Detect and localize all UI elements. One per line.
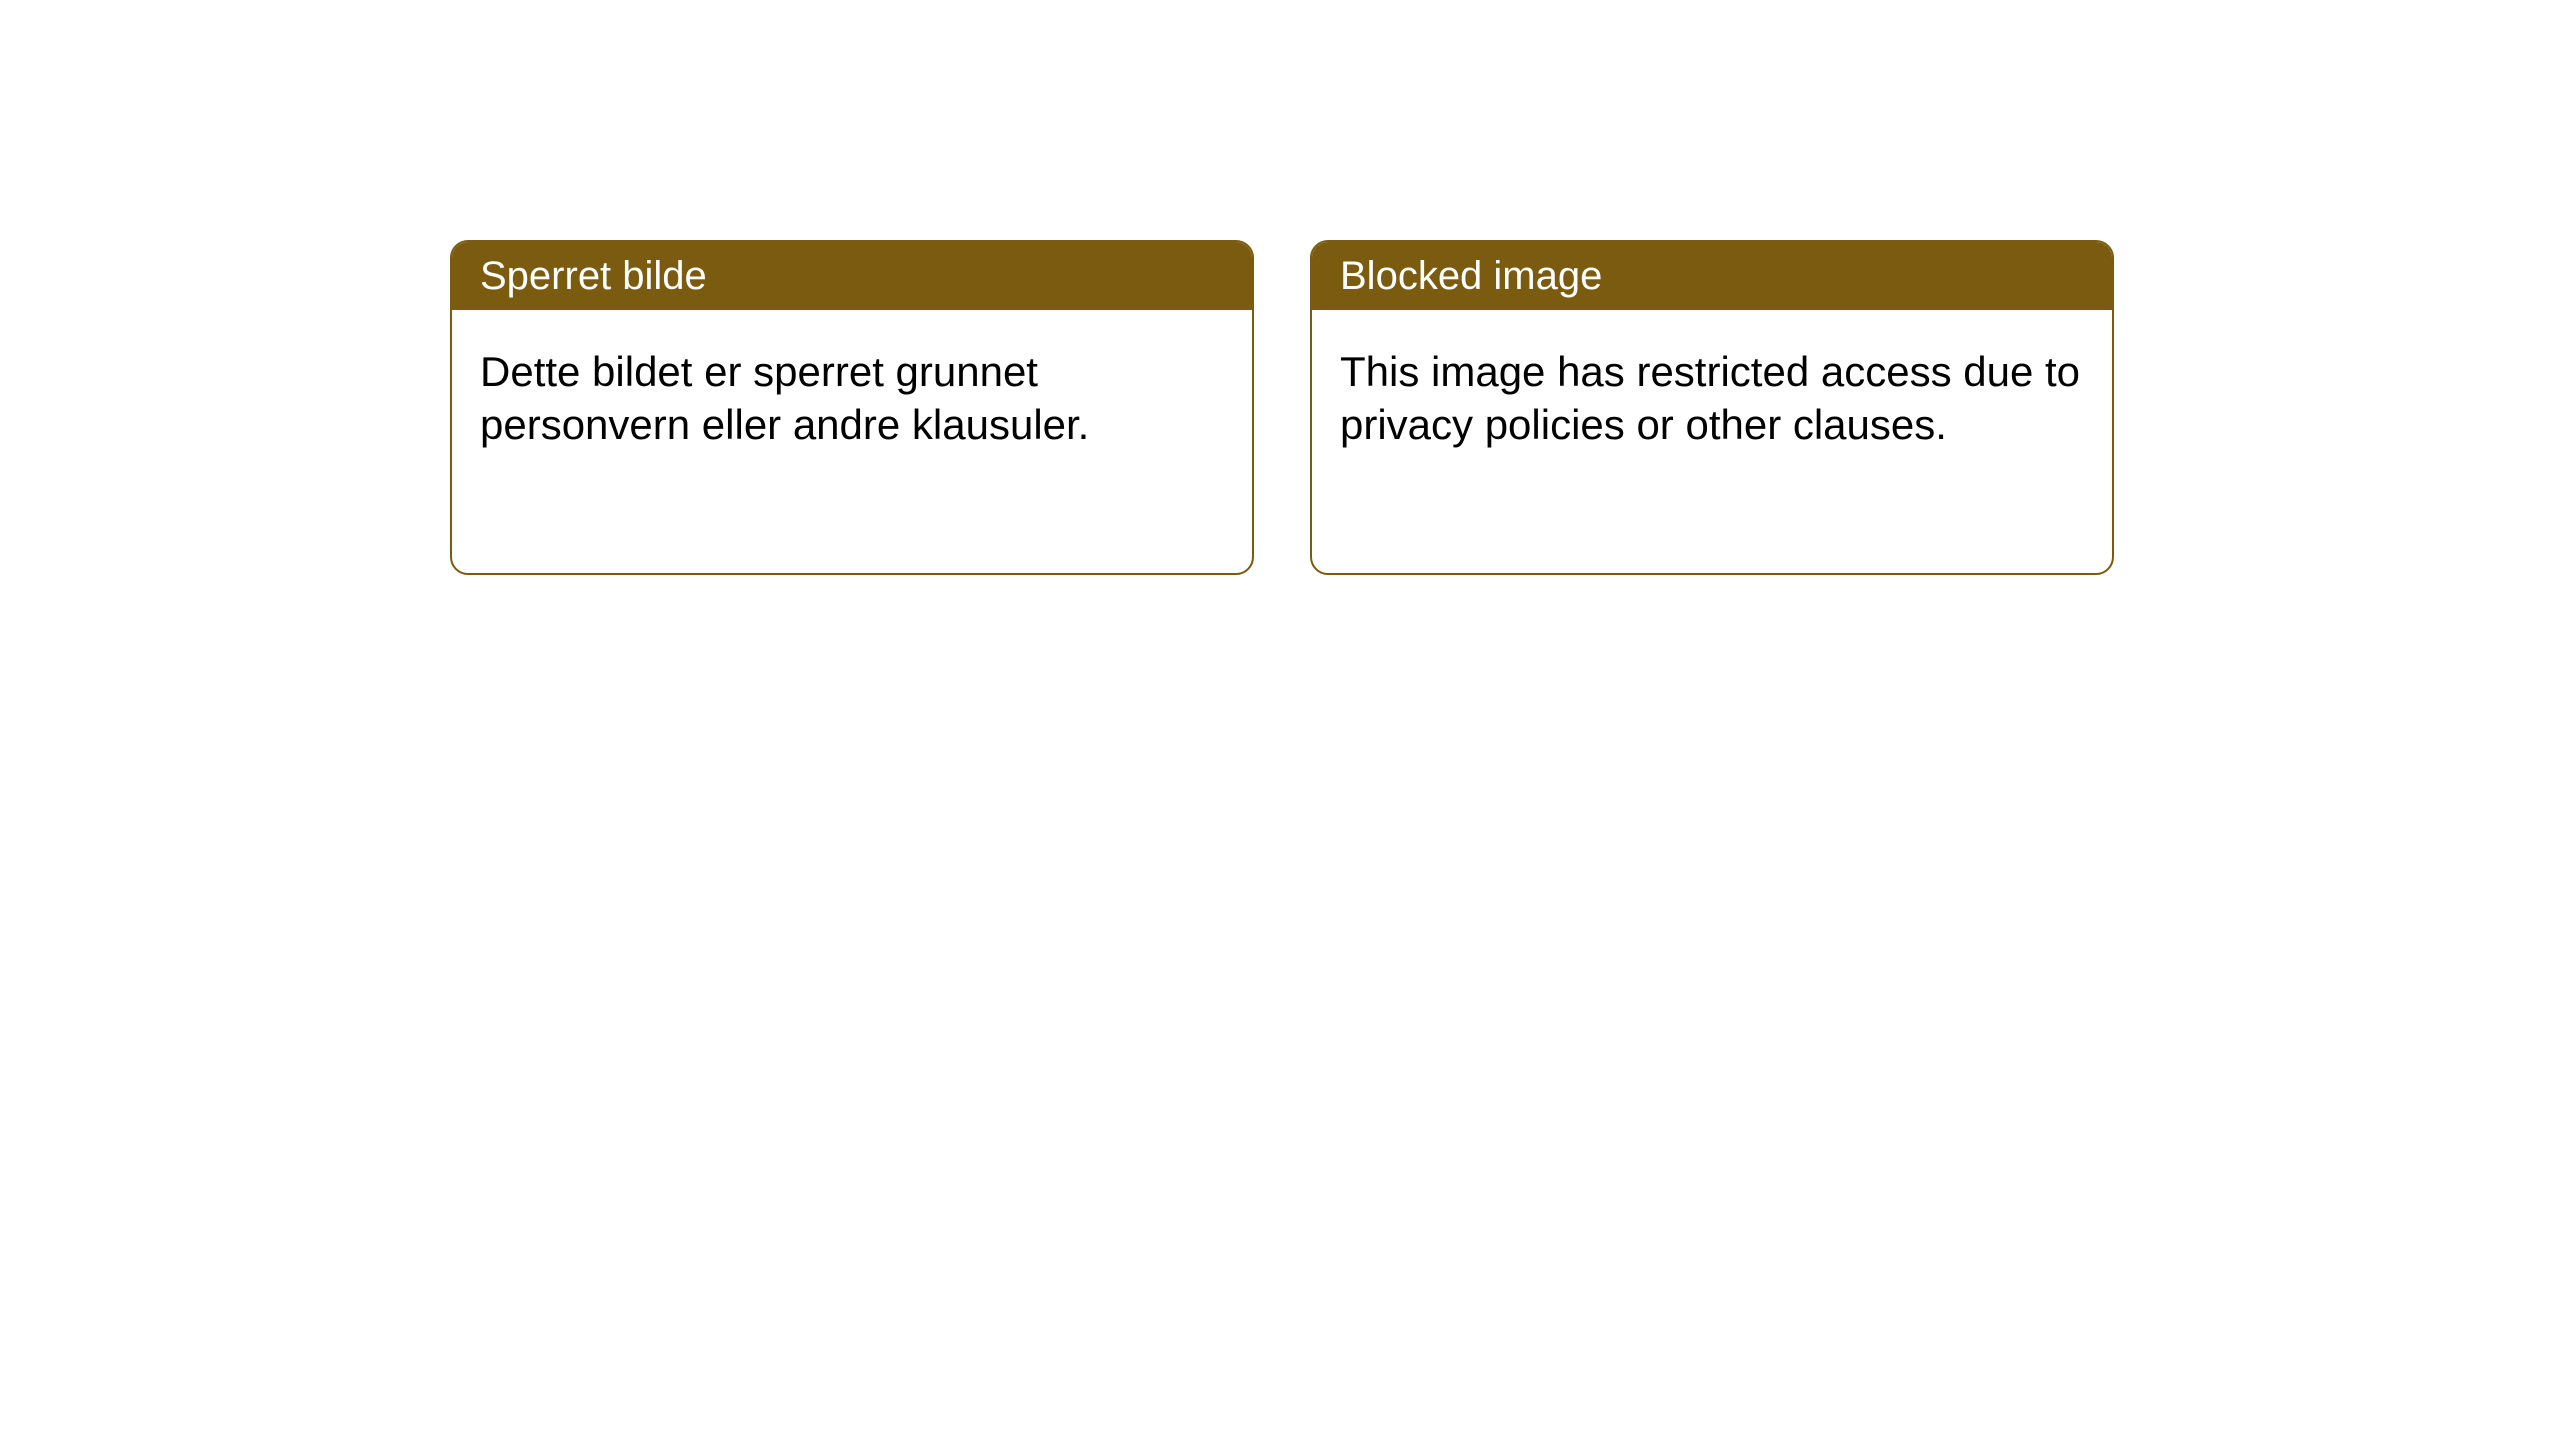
notice-body: This image has restricted access due to … (1312, 310, 2112, 487)
notice-card-no: Sperret bilde Dette bildet er sperret gr… (450, 240, 1254, 575)
notice-body-text: This image has restricted access due to … (1340, 348, 2080, 448)
notice-container: Sperret bilde Dette bildet er sperret gr… (450, 240, 2114, 575)
notice-body: Dette bildet er sperret grunnet personve… (452, 310, 1252, 487)
notice-card-en: Blocked image This image has restricted … (1310, 240, 2114, 575)
notice-header-text: Blocked image (1340, 254, 1602, 298)
notice-header-text: Sperret bilde (480, 254, 707, 298)
notice-header: Sperret bilde (452, 242, 1252, 310)
notice-header: Blocked image (1312, 242, 2112, 310)
notice-body-text: Dette bildet er sperret grunnet personve… (480, 348, 1089, 448)
